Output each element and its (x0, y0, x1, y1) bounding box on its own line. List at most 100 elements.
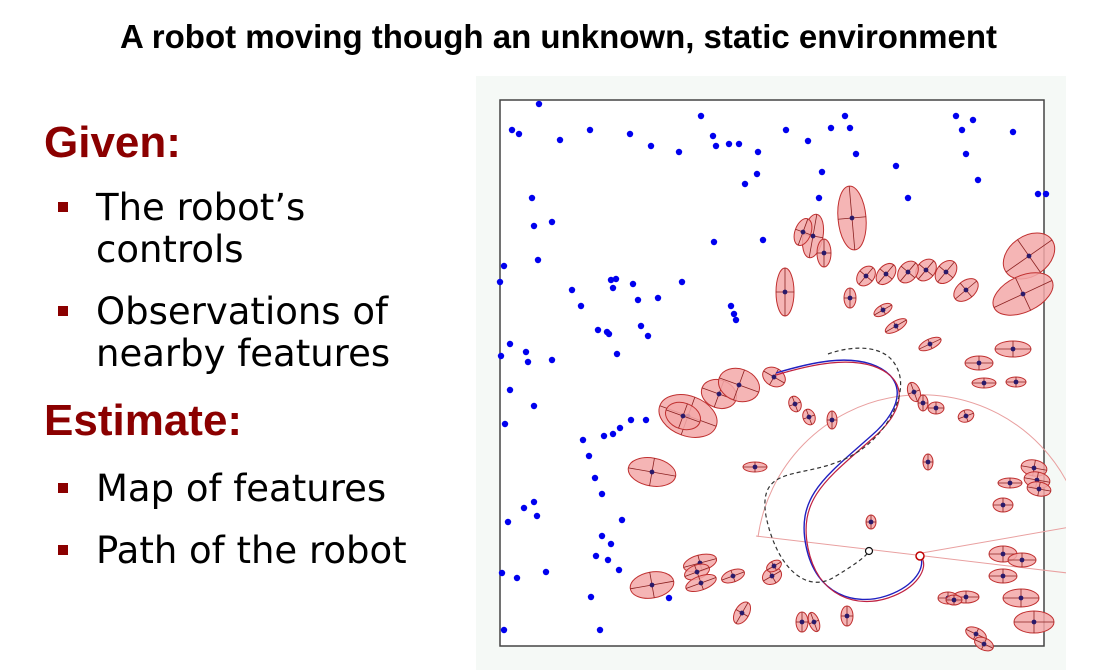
landmark-point (592, 552, 600, 560)
uncertainty-ellipse (721, 568, 745, 584)
landmark-point (600, 432, 608, 440)
landmark-point (556, 136, 564, 144)
landmark-point (974, 176, 982, 184)
uncertainty-ellipse (897, 260, 919, 284)
landmark-point (818, 168, 826, 176)
landmark-point (548, 356, 556, 364)
bullet-square-icon (58, 545, 68, 555)
landmark-point (678, 278, 686, 286)
landmark-point (634, 296, 642, 304)
true-path (775, 359, 923, 601)
uncertainty-ellipse (843, 287, 857, 309)
uncertainty-ellipse (875, 262, 897, 286)
landmark-point (629, 280, 637, 288)
uncertainty-ellipse (816, 238, 832, 268)
landmark-point (596, 626, 604, 634)
landmark-point (598, 490, 606, 498)
landmark-point (637, 322, 645, 330)
given-item-observations: Observations of nearby features (58, 291, 438, 375)
landmark-point (675, 148, 683, 156)
landmark-point (530, 222, 538, 230)
uncertainty-ellipse (918, 336, 942, 352)
landmark-point (586, 126, 594, 134)
landmark-point (607, 276, 615, 284)
landmark-point (612, 275, 620, 283)
given-heading: Given: (44, 118, 181, 167)
landmark-point (846, 124, 854, 132)
uncertainty-ellipse (742, 461, 768, 473)
landmark-point (508, 126, 516, 134)
landmark-point (627, 416, 635, 424)
landmark-point (725, 140, 733, 148)
landmark-point (587, 593, 595, 601)
robot-pose-estimate (915, 551, 925, 561)
landmark-point (730, 310, 738, 318)
uncertainty-ellipse (873, 302, 893, 318)
landmark-point (952, 112, 960, 120)
landmark-point (732, 316, 740, 324)
landmark-point (709, 132, 717, 140)
uncertainty-ellipse (732, 601, 752, 625)
slam-figure (476, 76, 1066, 670)
landmark-point (697, 112, 705, 120)
uncertainty-ellipse (927, 401, 945, 415)
landmark-point (530, 498, 538, 506)
landmark-point (892, 162, 900, 170)
uncertainty-ellipse (802, 408, 816, 426)
uncertainty-ellipse (1002, 232, 1056, 280)
landmark-point (548, 218, 556, 226)
uncertainty-ellipse (1005, 376, 1027, 388)
uncertainty-ellipse (685, 573, 717, 593)
landmark-point (759, 236, 767, 244)
uncertainty-ellipse (775, 267, 795, 317)
landmark-point (727, 302, 735, 310)
landmark-point (1042, 190, 1050, 198)
odometry-path (764, 347, 902, 583)
landmark-point (500, 262, 508, 270)
uncertainty-ellipse (865, 514, 877, 530)
landmark-point (1034, 190, 1042, 198)
uncertainty-ellipse (1007, 552, 1037, 568)
landmark-point (579, 436, 587, 444)
landmark-point (735, 140, 743, 148)
given-item-controls: The robot’s controls (58, 187, 438, 271)
landmark-point (712, 142, 720, 150)
uncertainty-ellipse (795, 611, 809, 633)
landmark-point (852, 150, 860, 158)
landmark-point (598, 532, 606, 540)
uncertainty-ellipse (840, 605, 854, 627)
uncertainty-ellipse (915, 258, 937, 282)
landmark-point (530, 402, 538, 410)
landmark-point (815, 194, 823, 202)
estimated-path (775, 361, 925, 603)
landmark-point (522, 348, 530, 356)
landmark-point (609, 430, 617, 438)
uncertainty-ellipse (718, 367, 760, 403)
uncertainty-ellipse (934, 259, 958, 285)
uncertainty-ellipse (917, 394, 929, 412)
landmark-point (594, 326, 602, 334)
uncertainty-ellipse (945, 594, 963, 606)
landmark-point (607, 540, 615, 548)
landmark-point (533, 512, 541, 520)
landmark-point (626, 130, 634, 138)
landmark-point (506, 340, 514, 348)
uncertainty-ellipse (1013, 610, 1055, 634)
bullet-square-icon (58, 202, 68, 212)
uncertainty-ellipse (837, 185, 867, 251)
landmark-point (542, 568, 550, 576)
estimate-heading: Estimate: (44, 396, 243, 445)
landmark-point (642, 416, 650, 424)
landmark-point (804, 137, 812, 145)
uncertainty-ellipse (953, 278, 979, 302)
uncertainty-ellipse (994, 340, 1032, 358)
landmark-point (754, 148, 762, 156)
landmark-point (520, 504, 528, 512)
landmark-point (616, 424, 624, 432)
uncertainty-ellipses (627, 185, 1056, 652)
landmark-point (498, 569, 506, 577)
landmark-point (644, 332, 652, 340)
landmark-point (513, 574, 521, 582)
uncertainty-ellipse (988, 568, 1018, 584)
sensor-ray (915, 527, 1066, 555)
